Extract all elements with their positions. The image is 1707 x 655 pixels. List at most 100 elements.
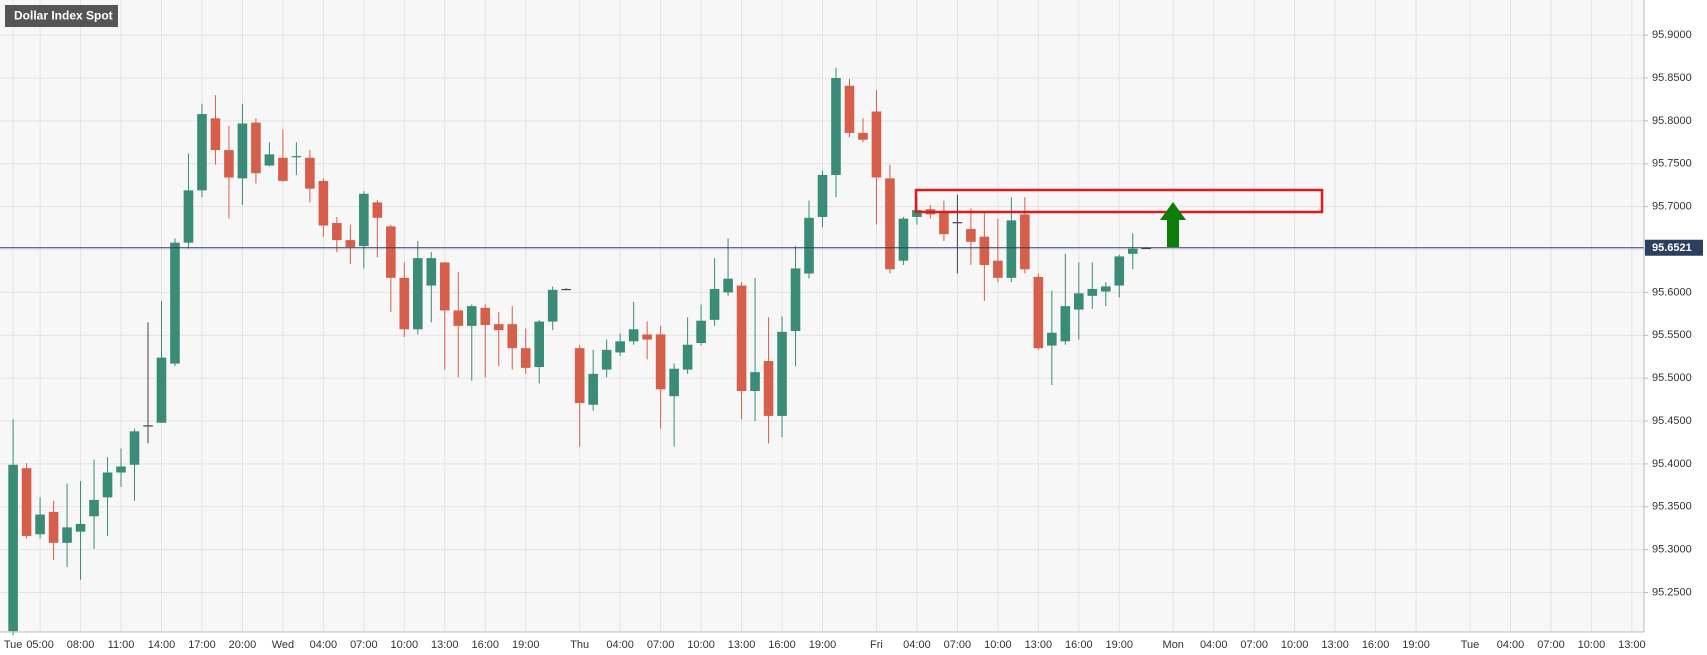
y-tick-label: 95.7000 [1652, 201, 1692, 213]
candle-body [318, 180, 329, 226]
candle-body [885, 178, 895, 270]
candle-body [8, 464, 18, 632]
candle-body [547, 289, 558, 322]
candle-body [251, 122, 261, 174]
candle-body [561, 288, 571, 291]
x-tick-label: 17:00 [188, 639, 216, 651]
candle-body [372, 202, 383, 218]
candle-body [426, 258, 437, 286]
candle-body [804, 217, 814, 274]
y-tick-label: 95.6000 [1652, 286, 1692, 298]
y-tick-label: 95.5500 [1652, 329, 1692, 341]
candle-body [143, 425, 153, 427]
candle-body [763, 361, 774, 416]
candle-body [359, 193, 369, 247]
candle-body [993, 260, 1003, 278]
candle-body [790, 268, 801, 332]
y-tick-label: 95.5000 [1652, 372, 1692, 384]
candle-body [413, 258, 423, 330]
candle-body [1006, 220, 1017, 278]
candle-body [332, 222, 342, 241]
candle-body [1100, 286, 1111, 292]
x-tick-label: 04:00 [1497, 639, 1525, 651]
candle-body [480, 307, 491, 326]
x-tick-label: 10:00 [391, 639, 419, 651]
candle-body [750, 372, 760, 392]
candle-body [966, 228, 976, 242]
candle-body [237, 123, 248, 179]
title-box [5, 5, 118, 27]
candle-body [35, 514, 45, 535]
x-tick-label: Thu [570, 639, 589, 651]
candle-body [844, 85, 855, 133]
candle-body [628, 329, 639, 342]
x-tick-label: 08:00 [67, 639, 95, 651]
candle-body [574, 348, 585, 404]
y-tick-label: 95.3000 [1652, 544, 1692, 556]
candle-body [979, 236, 990, 265]
x-tick-label: Tue [4, 639, 23, 651]
x-tick-label: 07:00 [350, 639, 378, 651]
candle-body [21, 468, 32, 536]
candle-body [858, 132, 868, 140]
candle-body [62, 527, 72, 543]
x-tick-label: 19:00 [1402, 639, 1430, 651]
x-tick-label: Mon [1163, 639, 1184, 651]
x-tick-label: Tue [1461, 639, 1480, 651]
x-tick-label: 10:00 [687, 639, 715, 651]
x-tick-label: 20:00 [229, 639, 257, 651]
y-tick-label: 95.4500 [1652, 415, 1692, 427]
y-tick-label: 95.3500 [1652, 501, 1692, 513]
x-tick-label: 19:00 [512, 639, 540, 651]
x-tick-label: 07:00 [944, 639, 972, 651]
candle-body [129, 431, 140, 465]
y-tick-label: 95.4000 [1652, 458, 1692, 470]
candle-body [466, 306, 477, 326]
x-tick-label: 04:00 [606, 639, 634, 651]
candle-body [777, 331, 787, 416]
candle-body [1087, 288, 1098, 296]
candle-body [264, 154, 275, 166]
candle-body [197, 114, 207, 191]
candle-body [615, 341, 625, 353]
chart-title: Dollar Index Spot [14, 9, 113, 23]
x-tick-label: 16:00 [768, 639, 796, 651]
last-price-label: 95.6521 [1652, 242, 1692, 254]
x-tick-label: Wed [272, 639, 294, 651]
up-arrow [1160, 202, 1186, 247]
x-tick-label: 19:00 [1106, 639, 1134, 651]
y-tick-label: 95.8000 [1652, 115, 1692, 127]
x-tick-label: 05:00 [26, 639, 54, 651]
candle-body [696, 320, 706, 344]
y-tick-label: 95.8500 [1652, 72, 1692, 84]
x-tick-label: Fri [870, 639, 883, 651]
candle-body [183, 190, 194, 243]
x-tick-label: 10:00 [984, 639, 1012, 651]
candle-body [345, 240, 356, 247]
x-tick-label: 19:00 [809, 639, 837, 651]
x-tick-label: 10:00 [1578, 639, 1606, 651]
candle-body [817, 174, 828, 217]
x-tick-label: 13:00 [431, 639, 459, 651]
candle-body [1114, 256, 1125, 286]
candles [0, 67, 1644, 636]
candle-body [736, 285, 747, 392]
x-tick-label: 07:00 [1537, 639, 1565, 651]
x-tick-label: 07:00 [647, 639, 675, 651]
candle-body [116, 466, 126, 473]
axes: 95.2500 95.3000 95.3500 95.4000 95.4500 95.50… [4, 29, 1703, 651]
x-tick-label: 11:00 [108, 639, 135, 651]
candle-body [170, 242, 180, 364]
candle-body [156, 357, 167, 423]
x-tick-label: 04:00 [1200, 639, 1228, 651]
x-tick-label: 13:00 [1618, 639, 1646, 651]
candle-body [224, 150, 234, 178]
x-tick-label: 13:00 [728, 639, 756, 651]
candle-body [291, 156, 302, 158]
candle-body [453, 310, 464, 326]
x-tick-label: 16:00 [1065, 639, 1093, 651]
candle-body [588, 373, 598, 405]
resistance-zone [914, 188, 1324, 214]
axis-background [1644, 0, 1707, 655]
